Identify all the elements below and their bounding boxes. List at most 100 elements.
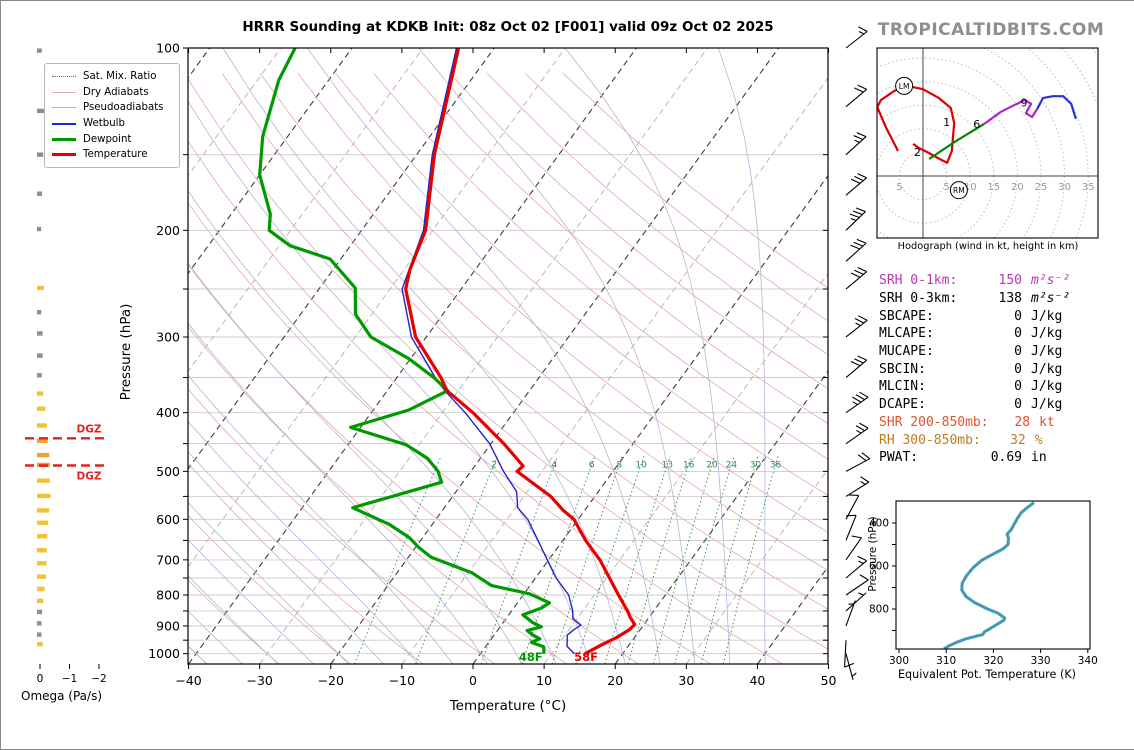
wind-barb-line xyxy=(846,459,870,472)
wind-barb xyxy=(846,556,867,578)
theta-e-x-tick-label: 330 xyxy=(1031,655,1051,667)
dry-adiabat-line-icon xyxy=(52,92,76,93)
skewt-x-tick-label: 40 xyxy=(749,673,765,688)
wind-barb-line xyxy=(854,88,863,92)
temperature-line-icon xyxy=(52,153,76,156)
wind-barb-line xyxy=(856,395,865,400)
omega-bar xyxy=(37,331,43,335)
wind-barb xyxy=(846,208,865,230)
wind-barb-line xyxy=(850,245,859,249)
mixing-ratio-label: 30 xyxy=(750,460,762,470)
theta-e-plot xyxy=(944,503,1034,649)
wind-barb xyxy=(846,593,866,611)
wind-barb-line xyxy=(855,318,864,323)
omega-bar xyxy=(37,610,42,614)
surface-temperature-label: 58F xyxy=(574,650,598,664)
theta-e-x-tick-label: 340 xyxy=(1078,655,1098,667)
omega-bar xyxy=(37,621,41,625)
omega-bar xyxy=(37,548,47,552)
omega-bar xyxy=(37,373,42,377)
storm-motion-label: LM xyxy=(899,82,910,91)
wind-barb xyxy=(846,133,866,155)
mixing-ratio-label: 36 xyxy=(770,460,782,470)
omega-bar xyxy=(37,453,49,457)
wind-barb-line xyxy=(857,133,866,137)
omega-bar xyxy=(37,574,46,578)
wind-barb xyxy=(846,174,867,196)
hodograph-caption: Hodograph (wind in kt, height in km) xyxy=(873,241,1103,252)
wind-barb-line xyxy=(858,27,867,32)
wind-barb-line xyxy=(846,515,856,516)
pseudoadiabat-line xyxy=(223,48,625,664)
wind-barb xyxy=(846,654,856,680)
skewt-x-tick-label: 0 xyxy=(469,673,477,688)
isotherm-line xyxy=(331,48,779,664)
dry-adiabat-line xyxy=(184,73,854,664)
omega-bar xyxy=(37,391,43,395)
wind-barb-line xyxy=(851,361,860,365)
wind-barb-line xyxy=(846,320,867,337)
omega-bar xyxy=(37,152,43,156)
mixing-ratio-label: 20 xyxy=(706,460,718,470)
mixing-ratio-label: 6 xyxy=(589,460,595,470)
skewt-y-tick-label: 1000 xyxy=(148,646,180,661)
wind-barb-line xyxy=(861,481,866,484)
wind-barb-line xyxy=(851,273,860,277)
omega-bar xyxy=(37,599,43,603)
dgz-label: DGZ xyxy=(77,423,102,435)
skewt-x-tick-label: −20 xyxy=(318,673,344,688)
omega-bar xyxy=(37,632,41,636)
wind-barb xyxy=(846,356,867,378)
wind-barb-line xyxy=(856,430,861,433)
skewt-x-tick-label: 50 xyxy=(821,673,837,688)
wetbulb-line-icon xyxy=(52,123,76,125)
wind-barb-line xyxy=(846,360,867,377)
theta-e-y-axis-label: Pressure (hPa) xyxy=(867,494,879,614)
wind-barb xyxy=(845,640,854,667)
hodograph-height-label: 2 xyxy=(914,146,921,159)
omega-bar xyxy=(37,521,48,525)
omega-bar xyxy=(37,534,47,538)
wind-barb-line xyxy=(846,89,867,106)
skewt-y-tick-label: 500 xyxy=(156,464,180,479)
wind-barb xyxy=(846,27,867,48)
wind-barb-line xyxy=(859,392,868,397)
wind-barb-line xyxy=(850,214,859,218)
mixing-ratio-label: 4 xyxy=(552,460,558,470)
wind-barb xyxy=(846,536,861,560)
wind-barb xyxy=(846,575,868,595)
legend-item: Dry Adiabats xyxy=(52,85,172,101)
wind-barb-line xyxy=(849,495,859,496)
wind-barb-line xyxy=(851,219,856,221)
skewt-x-tick-label: −30 xyxy=(246,673,272,688)
wind-barb-line xyxy=(845,640,846,667)
wind-barb xyxy=(846,239,866,261)
wind-barb-line xyxy=(846,593,866,611)
skewt-x-tick-label: 10 xyxy=(536,673,552,688)
surface-dewpoint-label: 48F xyxy=(519,650,543,664)
wind-barb-line xyxy=(852,673,856,677)
mixing-ratio-label: 8 xyxy=(616,460,622,470)
skewt-y-tick-label: 800 xyxy=(156,587,180,602)
wind-barb-line xyxy=(858,85,867,89)
wind-barb xyxy=(846,392,868,412)
mixing-ratio-label: 2 xyxy=(491,460,497,470)
wind-barb-line xyxy=(846,243,866,261)
wind-barb-line xyxy=(859,423,868,428)
theta-e-x-tick-label: 300 xyxy=(889,655,909,667)
wind-barb-line xyxy=(854,359,863,363)
wind-barb-line xyxy=(852,397,861,402)
mixing-ratio-label: 24 xyxy=(726,460,738,470)
wind-barb-line xyxy=(856,323,861,325)
skewt-y-tick-label: 300 xyxy=(156,329,180,344)
skewt-x-tick-label: −40 xyxy=(175,673,201,688)
omega-bar xyxy=(37,353,43,357)
hodograph-trace-segment xyxy=(1037,96,1076,119)
theta-e-x-tick-label: 320 xyxy=(983,655,1003,667)
